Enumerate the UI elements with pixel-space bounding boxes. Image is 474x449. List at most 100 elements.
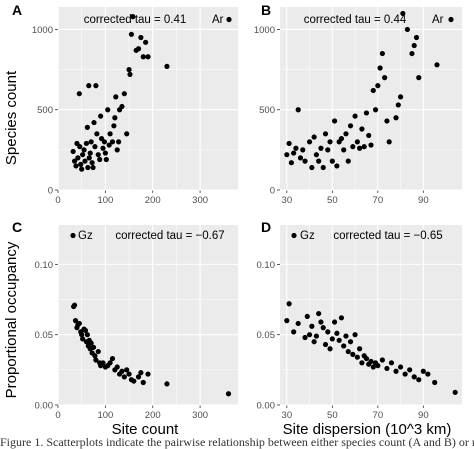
x-tick-label: 70 <box>373 195 384 206</box>
y-tick-label: 500 <box>259 105 275 116</box>
data-point <box>95 348 101 355</box>
data-point <box>114 147 120 153</box>
data-point <box>384 118 390 124</box>
data-point <box>84 124 90 130</box>
data-point <box>140 379 146 386</box>
data-point <box>103 156 109 163</box>
data-point <box>304 313 310 320</box>
data-point <box>322 341 329 348</box>
data-point <box>164 381 170 387</box>
data-point <box>393 115 399 121</box>
data-point <box>366 132 372 139</box>
data-point <box>318 319 324 325</box>
data-point <box>95 152 101 158</box>
panel-a: 0 100 200 300 0 500 1000 Ar corrected tau = 0.41… <box>12 2 238 206</box>
data-point <box>288 160 294 166</box>
data-point <box>311 339 317 345</box>
data-point <box>286 301 292 307</box>
data-point <box>109 139 116 145</box>
x-tick-label: 0 <box>55 410 60 421</box>
data-point <box>386 139 392 145</box>
data-point <box>350 144 356 150</box>
data-point <box>107 360 113 366</box>
data-point <box>225 391 232 397</box>
panel-background <box>58 225 238 405</box>
y-tick-label: 1000 <box>254 25 275 36</box>
panel-letter-a: A <box>12 2 22 18</box>
data-point <box>291 329 297 335</box>
data-point <box>357 145 363 151</box>
data-point <box>345 158 351 164</box>
tau-annotation: corrected tau = −0.67 <box>115 230 224 242</box>
data-point <box>131 378 137 384</box>
data-point <box>409 50 415 57</box>
data-point <box>343 131 349 137</box>
data-point <box>92 353 98 359</box>
x-tick-label: 50 <box>327 410 338 421</box>
data-point <box>78 161 84 167</box>
data-point <box>111 123 117 129</box>
data-point <box>416 75 422 81</box>
data-point <box>86 155 92 161</box>
data-point <box>284 152 290 158</box>
data-point <box>384 365 390 372</box>
data-point <box>145 371 151 377</box>
data-point <box>352 332 358 338</box>
data-point <box>102 150 108 156</box>
data-point <box>345 348 351 355</box>
data-point <box>295 107 301 113</box>
data-point <box>432 379 438 386</box>
data-point <box>88 139 94 145</box>
data-point <box>82 158 88 164</box>
x-tick-label: 0 <box>55 195 60 206</box>
data-point <box>434 62 440 68</box>
data-point <box>404 26 410 33</box>
y-tick-label: 1000 <box>32 25 53 36</box>
data-point <box>379 357 385 363</box>
outlier-label: Gz <box>78 230 93 242</box>
data-point <box>121 374 127 380</box>
data-point <box>80 152 86 158</box>
data-point <box>309 164 315 171</box>
x-tick-label: 300 <box>192 410 208 421</box>
y-tick-label: 500 <box>37 105 53 116</box>
data-point <box>164 63 170 69</box>
data-point <box>306 332 313 338</box>
data-point <box>82 327 89 334</box>
data-point <box>411 42 417 49</box>
data-point <box>413 34 420 41</box>
data-point <box>338 315 345 321</box>
data-point <box>361 144 367 150</box>
data-point <box>284 318 290 324</box>
x-tick-label: 70 <box>373 410 384 421</box>
data-point <box>128 31 135 37</box>
x-tick-label: 300 <box>192 195 208 206</box>
data-point <box>397 94 404 100</box>
data-point <box>313 152 319 158</box>
data-point <box>368 358 374 365</box>
data-point <box>85 164 91 171</box>
data-point <box>352 113 358 119</box>
data-point <box>76 320 82 327</box>
data-point <box>76 91 82 97</box>
data-point <box>395 102 401 108</box>
data-point <box>106 142 112 148</box>
data-point <box>325 329 331 335</box>
data-point <box>101 139 108 145</box>
data-point <box>127 71 133 78</box>
x-tick-label: 50 <box>327 195 338 206</box>
y-tick-label: 0.10 <box>257 260 276 271</box>
data-point <box>295 320 301 327</box>
data-point <box>135 46 142 52</box>
data-point <box>79 332 85 338</box>
outlier-point <box>291 232 297 239</box>
y-tick-label: 0 <box>270 186 275 197</box>
data-point <box>320 325 326 331</box>
data-point <box>97 156 103 163</box>
data-point <box>135 374 142 380</box>
y-axis-title-species-count: Species count <box>3 70 20 165</box>
data-point <box>341 343 347 349</box>
x-tick-label: 200 <box>145 410 161 421</box>
y-tick-label: 0 <box>48 186 53 197</box>
